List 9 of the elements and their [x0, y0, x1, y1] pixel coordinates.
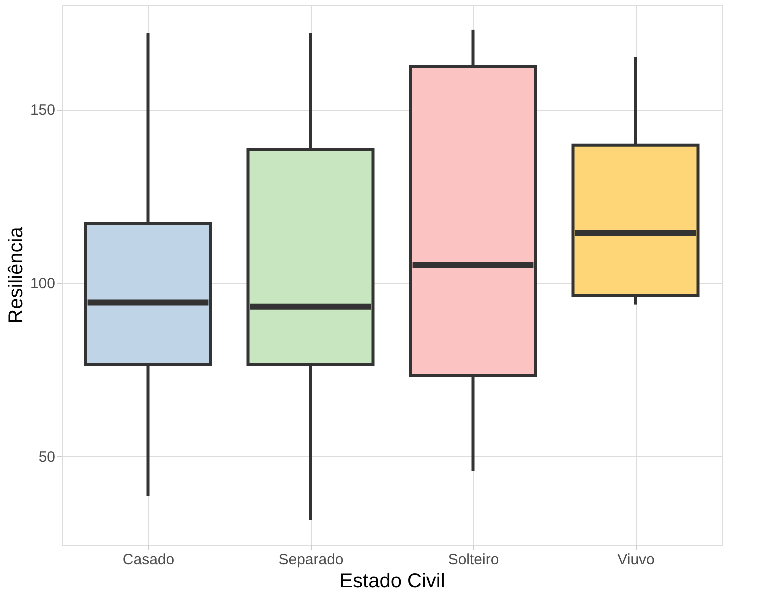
y-tick-label: 100: [30, 275, 56, 292]
x-tick-label: Solteiro: [448, 552, 500, 568]
x-axis-title: Estado Civil: [340, 570, 446, 592]
y-tick-label: 150: [30, 102, 56, 120]
x-tick-label: Separado: [278, 552, 344, 568]
x-tick-label: Viuvo: [618, 552, 655, 568]
y-axis-title: Resiliência: [5, 226, 28, 324]
y-tick-label: 50: [38, 448, 56, 466]
x-tick-label: Casado: [122, 552, 175, 568]
